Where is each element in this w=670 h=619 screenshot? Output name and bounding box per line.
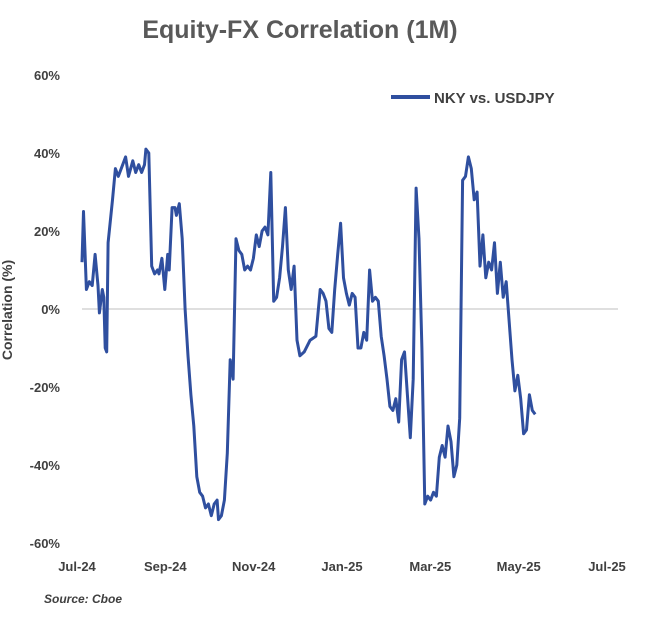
x-axis-ticks: Jul-24 Sep-24 Nov-24 Jan-25 Mar-25 May-25 Jul-…: [58, 559, 626, 574]
y-tick-label: 0%: [41, 302, 60, 317]
legend: NKY vs. USDJPY: [391, 90, 555, 107]
x-tick-label: Jan-25: [321, 559, 362, 574]
y-tick-label: -40%: [30, 458, 61, 473]
x-tick-label: Nov-24: [232, 559, 276, 574]
source-note: Source: Cboe: [44, 592, 123, 606]
y-tick-label: 60%: [34, 68, 60, 83]
legend-label: NKY vs. USDJPY: [434, 90, 555, 107]
y-tick-label: 40%: [34, 146, 60, 161]
x-tick-label: Mar-25: [409, 559, 451, 574]
y-tick-label: -60%: [30, 536, 61, 551]
chart-title: Equity-FX Correlation (1M): [142, 16, 457, 44]
y-axis-ticks: -60% -40% -20% 0% 20% 40% 60%: [30, 68, 61, 551]
series-layer: [80, 147, 537, 522]
x-tick-label: Sep-24: [144, 559, 187, 574]
x-tick-label: Jul-25: [588, 559, 626, 574]
x-tick-label: Jul-24: [58, 559, 96, 574]
series-line: [80, 147, 537, 522]
x-tick-label: May-25: [497, 559, 541, 574]
y-tick-label: -20%: [30, 380, 61, 395]
y-tick-label: 20%: [34, 224, 60, 239]
y-axis-label: Correlation (%): [0, 260, 15, 360]
